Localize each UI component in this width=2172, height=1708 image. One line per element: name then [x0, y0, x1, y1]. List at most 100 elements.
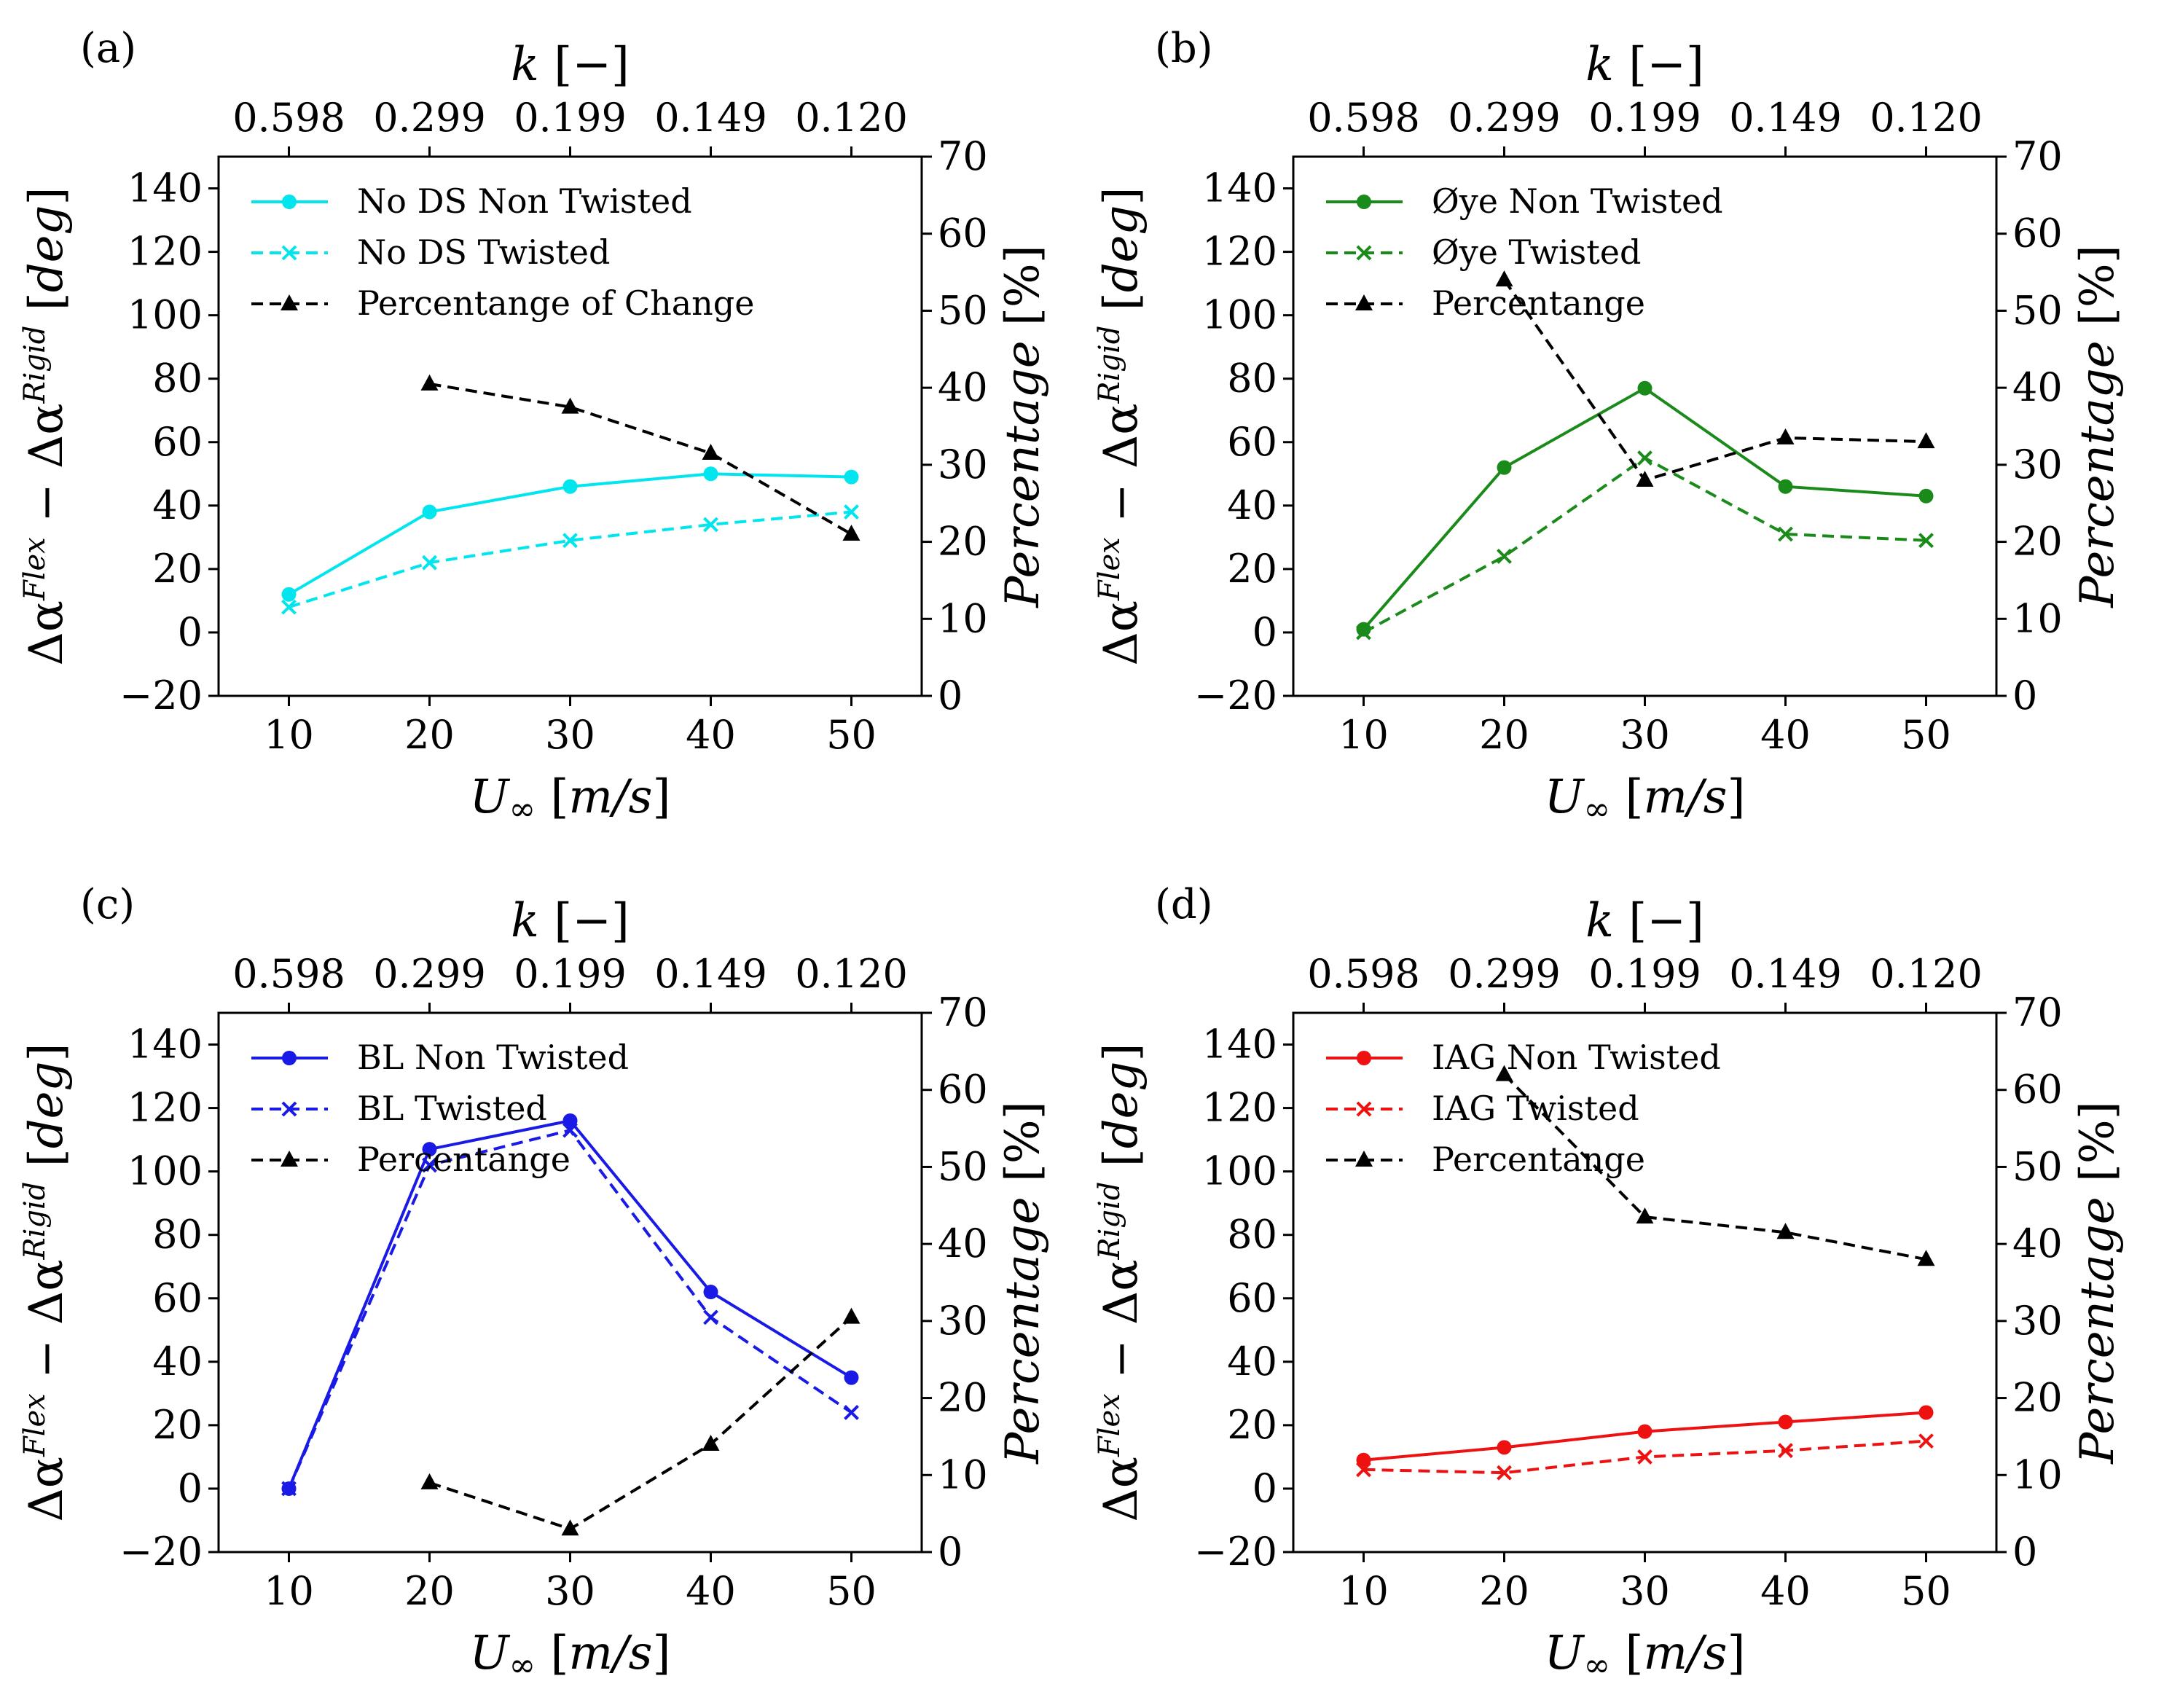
data-point	[1356, 622, 1371, 637]
x-tick-label: 40	[1760, 1568, 1811, 1614]
top-tick-label: 0.149	[1729, 95, 1842, 141]
left-axis-label: ΔαFlex − ΔαRigid [deg]	[1093, 187, 1148, 666]
y-left-tick-label: 140	[1202, 165, 1277, 211]
series-iag-non-twisted	[1356, 1405, 1934, 1468]
panel-letter: (c)	[80, 881, 135, 928]
data-point	[1356, 1462, 1371, 1478]
legend-entry: IAG Twisted	[1326, 1089, 1639, 1128]
top-tick-label: 0.199	[1588, 95, 1701, 141]
y-left-tick-label: 120	[1202, 229, 1277, 275]
x-tick-label: 30	[1620, 712, 1670, 758]
x-tick-label: 40	[686, 712, 736, 758]
data-point	[1497, 1440, 1512, 1455]
y-right-tick-label: 20	[2012, 519, 2063, 565]
series-no-ds-non-twisted	[281, 466, 859, 602]
axes-frame	[217, 1011, 923, 1554]
legend-entry: BL Twisted	[251, 1089, 547, 1128]
data-point	[844, 1405, 859, 1420]
y-right-tick-label: 20	[938, 1375, 988, 1421]
y-left-tick-label: 80	[152, 356, 203, 401]
data-point	[561, 1519, 579, 1536]
data-point	[1356, 624, 1371, 640]
x-tick-label: 10	[1338, 1568, 1389, 1614]
data-point	[1355, 1151, 1373, 1167]
x-tick-label: 20	[404, 1568, 455, 1614]
y-left-tick-label: 120	[128, 1085, 203, 1131]
y-right-tick-label: 50	[2012, 287, 2063, 333]
series-iag-twisted	[1356, 1433, 1934, 1481]
top-axis-label: k [−]	[511, 38, 630, 92]
bottom-axis-label: U∞ [m/s]	[1545, 1626, 1746, 1684]
legend-label: Percentange	[357, 1140, 571, 1179]
series-line	[428, 1316, 852, 1531]
y-left-tick-label: 120	[128, 229, 203, 275]
data-point	[1355, 294, 1373, 310]
legend-label: Percentange	[1432, 283, 1645, 323]
data-point	[422, 555, 437, 571]
data-point	[1357, 195, 1371, 209]
right-axis-label: Percentage [%]	[2071, 245, 2125, 608]
top-tick-label: 0.149	[654, 95, 767, 141]
y-left-tick-label: 140	[128, 1022, 203, 1068]
left-axis-label: ΔαFlex − ΔαRigid [deg]	[18, 1043, 74, 1522]
y-right-tick-label: 0	[2012, 673, 2037, 718]
right-axis-label: Percentage [%]	[996, 1101, 1050, 1464]
series-line	[288, 510, 852, 609]
y-right-tick-label: 60	[2012, 1067, 2063, 1113]
y-right-tick-label: 0	[2012, 1529, 2037, 1575]
series-percentange	[420, 1307, 860, 1536]
top-tick-label: 0.299	[1448, 951, 1561, 997]
data-point	[1637, 1449, 1652, 1465]
panel-letter: (a)	[80, 25, 136, 72]
data-point	[281, 587, 297, 602]
data-point	[1637, 450, 1652, 466]
data-point	[1495, 270, 1513, 287]
x-tick-label: 10	[264, 712, 314, 758]
data-point	[562, 479, 578, 494]
legend-entry: Øye Twisted	[1326, 232, 1641, 272]
top-tick-label: 0.199	[514, 95, 627, 141]
y-right-tick-label: 10	[2012, 595, 2063, 641]
y-left-tick-label: 60	[1227, 1275, 1277, 1321]
top-axis-label: k [−]	[1585, 894, 1704, 948]
x-tick-label: 30	[545, 712, 595, 758]
y-right-tick-label: 70	[2012, 990, 2063, 1035]
data-point	[422, 1142, 437, 1157]
y-right-tick-label: 30	[938, 1298, 988, 1344]
bottom-axis-label: U∞ [m/s]	[470, 1626, 671, 1684]
top-tick-label: 0.299	[373, 951, 486, 997]
top-tick-label: 0.120	[1870, 95, 1983, 141]
y-right-tick-label: 70	[938, 133, 988, 179]
panel-d: (d) 10 20 30 40 50 0.598 0.299 0.199 0.149 0.120 −2…	[1093, 881, 2125, 1684]
y-left-tick-label: 80	[152, 1212, 203, 1258]
data-point	[1918, 488, 1934, 504]
top-tick-label: 0.149	[1729, 951, 1842, 997]
y-left-tick-label: −20	[1194, 673, 1277, 718]
y-left-tick-label: −20	[119, 673, 203, 718]
top-tick-label: 0.149	[654, 951, 767, 997]
y-right-tick-label: 30	[938, 442, 988, 487]
top-tick-label: 0.598	[1307, 95, 1420, 141]
legend-label: BL Twisted	[357, 1089, 547, 1128]
data-point	[281, 245, 297, 261]
data-point	[703, 1285, 718, 1300]
y-right-tick-label: 50	[938, 287, 988, 333]
right-axis-label: Percentage [%]	[2071, 1101, 2125, 1464]
data-point	[281, 1151, 298, 1167]
x-tick-label: 40	[1760, 712, 1811, 758]
data-point	[1636, 471, 1654, 487]
data-point	[1356, 245, 1372, 261]
y-right-tick-label: 10	[938, 1452, 988, 1497]
data-point	[1636, 1207, 1654, 1224]
data-point	[1778, 479, 1793, 494]
y-left-tick-label: 100	[1202, 1148, 1277, 1194]
data-point	[1778, 526, 1793, 542]
data-point	[703, 517, 718, 533]
series-bl-non-twisted	[281, 1113, 859, 1496]
data-point	[282, 195, 297, 209]
legend-label: IAG Twisted	[1432, 1089, 1639, 1128]
data-point	[844, 469, 859, 485]
data-point	[703, 1309, 718, 1325]
bottom-axis-label: U∞ [m/s]	[1545, 770, 1746, 828]
panel-letter: (b)	[1155, 25, 1213, 72]
